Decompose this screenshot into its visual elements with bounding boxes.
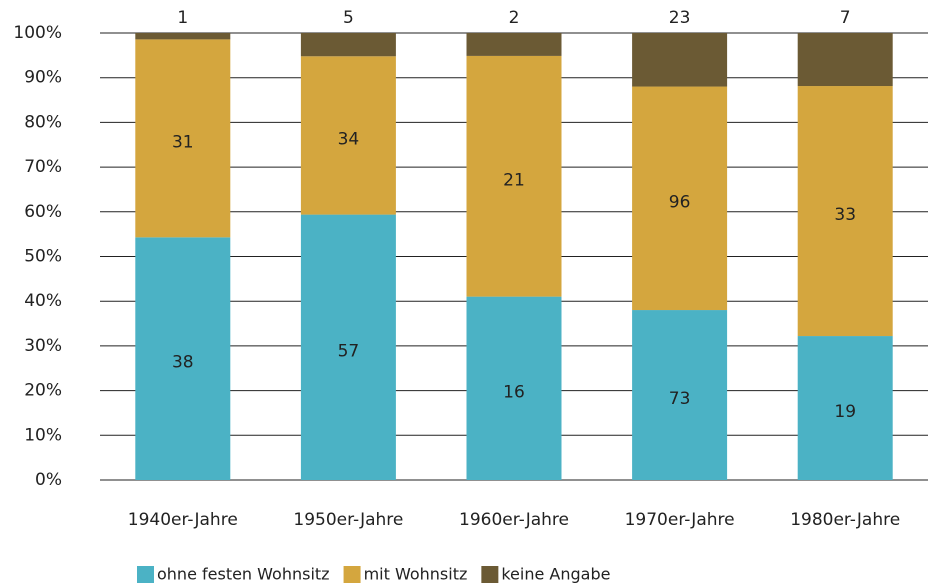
bar-segment — [466, 33, 562, 56]
x-tick-label: 1950er-Jahre — [293, 510, 403, 530]
legend-swatch — [343, 566, 361, 583]
bar-segment — [632, 33, 728, 87]
bar-segment — [797, 86, 893, 337]
data-label: 31 — [172, 132, 194, 152]
bar-segment — [466, 55, 562, 297]
y-tick-label: 0% — [35, 470, 62, 490]
data-label: 57 — [338, 341, 360, 361]
bar-segment — [300, 33, 396, 57]
x-tick-label: 1960er-Jahre — [459, 510, 569, 530]
data-label: 21 — [503, 170, 525, 190]
legend-label: keine Angabe — [501, 565, 610, 584]
bar-segment — [300, 56, 396, 215]
legend-swatch — [137, 566, 154, 583]
y-tick-label: 70% — [24, 157, 62, 177]
bar-segment — [135, 237, 231, 480]
data-label: 1 — [177, 8, 188, 28]
bar-segment — [632, 310, 728, 480]
y-tick-label: 60% — [24, 202, 62, 222]
bar-segment — [135, 39, 231, 238]
legend-label: mit Wohnsitz — [364, 565, 468, 584]
data-label: 2 — [509, 8, 520, 28]
bar-segment — [632, 86, 728, 311]
y-tick-label: 80% — [24, 112, 62, 132]
bar-segment — [797, 33, 893, 87]
x-tick-label: 1970er-Jahre — [625, 510, 735, 530]
y-tick-label: 10% — [24, 425, 62, 445]
data-label: 38 — [172, 353, 194, 373]
bar-segment — [300, 214, 396, 480]
x-tick-label: 1980er-Jahre — [790, 510, 900, 530]
data-label: 16 — [503, 382, 525, 402]
data-label: 19 — [834, 402, 856, 422]
bar-segment — [797, 336, 893, 480]
data-label: 23 — [669, 8, 691, 28]
x-tick-label: 1940er-Jahre — [128, 510, 238, 530]
data-label: 5 — [343, 8, 354, 28]
legend-swatch — [481, 566, 499, 583]
y-tick-label: 100% — [13, 23, 62, 43]
y-tick-label: 90% — [24, 68, 62, 88]
y-tick-label: 20% — [24, 381, 62, 401]
data-label: 7 — [840, 8, 851, 28]
y-tick-label: 30% — [24, 336, 62, 356]
data-label: 33 — [834, 205, 856, 225]
data-label: 96 — [669, 192, 691, 212]
y-tick-label: 50% — [24, 247, 62, 267]
y-tick-label: 40% — [24, 291, 62, 311]
bar-segment — [135, 33, 231, 40]
data-label: 34 — [338, 129, 360, 149]
data-label: 73 — [669, 389, 691, 409]
legend-label: ohne festen Wohnsitz — [157, 565, 330, 584]
bar-segment — [466, 296, 562, 480]
